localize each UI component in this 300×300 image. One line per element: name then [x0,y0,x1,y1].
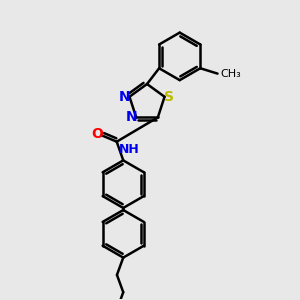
Text: CH₃: CH₃ [220,69,241,79]
Text: O: O [91,127,103,141]
Text: NH: NH [118,143,139,156]
Text: S: S [164,90,174,104]
Text: N: N [126,110,137,124]
Text: N: N [119,90,130,104]
